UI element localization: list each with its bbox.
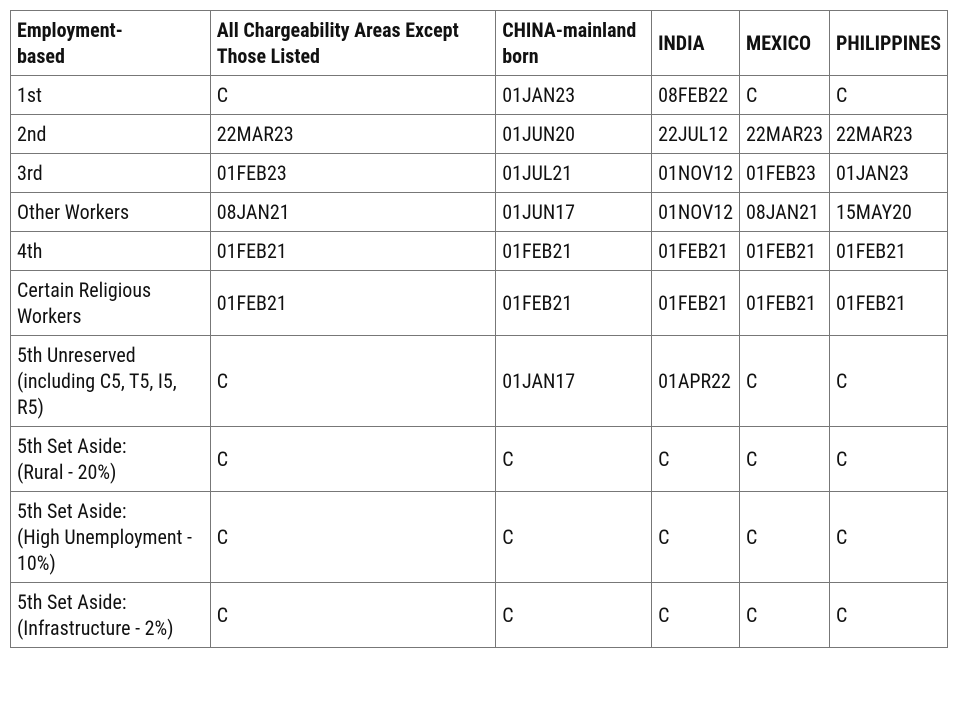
- cell-all: 01FEB21: [210, 232, 496, 271]
- cell-philippines: 15MAY20: [829, 193, 947, 232]
- table-row: 1st C 01JAN23 08FEB22 C C: [11, 76, 948, 115]
- cell-china: 01JUN20: [496, 115, 652, 154]
- cell-philippines: 01JAN23: [829, 154, 947, 193]
- col-header-india: INDIA: [652, 11, 740, 76]
- cell-india: 01FEB21: [652, 271, 740, 336]
- cell-philippines: 01FEB21: [829, 232, 947, 271]
- cell-china: 01JAN23: [496, 76, 652, 115]
- col-header-philippines: PHILIPPINES: [829, 11, 947, 76]
- cell-india: 01NOV12: [652, 193, 740, 232]
- cell-all: C: [210, 492, 496, 583]
- cell-all: C: [210, 336, 496, 427]
- cell-philippines: C: [829, 583, 947, 648]
- cell-all: C: [210, 427, 496, 492]
- col-header-all-chargeability: All Chargeability Areas Except Those Lis…: [210, 11, 496, 76]
- cell-mexico: 01FEB21: [740, 232, 830, 271]
- cell-india: C: [652, 583, 740, 648]
- table-header-row: Employment- based All Chargeability Area…: [11, 11, 948, 76]
- cell-china: C: [496, 583, 652, 648]
- col-header-mexico: MEXICO: [740, 11, 830, 76]
- cell-china: 01JUL21: [496, 154, 652, 193]
- table-row: Other Workers 08JAN21 01JUN17 01NOV12 08…: [11, 193, 948, 232]
- cell-china: 01FEB21: [496, 232, 652, 271]
- cell-china: 01FEB21: [496, 271, 652, 336]
- table-row: 4th 01FEB21 01FEB21 01FEB21 01FEB21 01FE…: [11, 232, 948, 271]
- cell-philippines: C: [829, 492, 947, 583]
- cell-all: 08JAN21: [210, 193, 496, 232]
- table-row: 5th Unreserved (including C5, T5, I5, R5…: [11, 336, 948, 427]
- row-category: 1st: [11, 76, 211, 115]
- visa-bulletin-table: Employment- based All Chargeability Area…: [10, 10, 948, 648]
- table-row: 2nd 22MAR23 01JUN20 22JUL12 22MAR23 22MA…: [11, 115, 948, 154]
- cell-mexico: C: [740, 492, 830, 583]
- cell-all: 01FEB21: [210, 271, 496, 336]
- cell-mexico: C: [740, 427, 830, 492]
- cell-philippines: C: [829, 76, 947, 115]
- table-row: Certain Religious Workers 01FEB21 01FEB2…: [11, 271, 948, 336]
- row-category: Other Workers: [11, 193, 211, 232]
- cell-mexico: 01FEB21: [740, 271, 830, 336]
- table-row: 5th Set Aside: (Infrastructure - 2%) C C…: [11, 583, 948, 648]
- cell-china: 01JAN17: [496, 336, 652, 427]
- table-row: 5th Set Aside: (High Unemployment - 10%)…: [11, 492, 948, 583]
- cell-mexico: C: [740, 76, 830, 115]
- cell-all: 22MAR23: [210, 115, 496, 154]
- cell-india: 22JUL12: [652, 115, 740, 154]
- row-category: 5th Set Aside: (Infrastructure - 2%): [11, 583, 211, 648]
- cell-india: 01APR22: [652, 336, 740, 427]
- cell-china: C: [496, 492, 652, 583]
- row-category: 5th Unreserved (including C5, T5, I5, R5…: [11, 336, 211, 427]
- cell-all: C: [210, 583, 496, 648]
- cell-india: 01NOV12: [652, 154, 740, 193]
- row-category: 2nd: [11, 115, 211, 154]
- cell-philippines: C: [829, 427, 947, 492]
- cell-india: 08FEB22: [652, 76, 740, 115]
- row-category: 4th: [11, 232, 211, 271]
- table-row: 3rd 01FEB23 01JUL21 01NOV12 01FEB23 01JA…: [11, 154, 948, 193]
- row-category: 3rd: [11, 154, 211, 193]
- cell-philippines: 01FEB21: [829, 271, 947, 336]
- row-category: 5th Set Aside: (Rural - 20%): [11, 427, 211, 492]
- cell-all: C: [210, 76, 496, 115]
- cell-china: C: [496, 427, 652, 492]
- table-body: 1st C 01JAN23 08FEB22 C C 2nd 22MAR23 01…: [11, 76, 948, 648]
- col-header-china: CHINA-mainland born: [496, 11, 652, 76]
- table-row: 5th Set Aside: (Rural - 20%) C C C C C: [11, 427, 948, 492]
- cell-china: 01JUN17: [496, 193, 652, 232]
- cell-india: C: [652, 427, 740, 492]
- row-category: Certain Religious Workers: [11, 271, 211, 336]
- cell-india: 01FEB21: [652, 232, 740, 271]
- cell-mexico: 08JAN21: [740, 193, 830, 232]
- cell-india: C: [652, 492, 740, 583]
- cell-mexico: C: [740, 583, 830, 648]
- cell-philippines: C: [829, 336, 947, 427]
- cell-mexico: C: [740, 336, 830, 427]
- cell-philippines: 22MAR23: [829, 115, 947, 154]
- col-header-employment-based: Employment- based: [11, 11, 211, 76]
- cell-mexico: 01FEB23: [740, 154, 830, 193]
- row-category: 5th Set Aside: (High Unemployment - 10%): [11, 492, 211, 583]
- cell-mexico: 22MAR23: [740, 115, 830, 154]
- cell-all: 01FEB23: [210, 154, 496, 193]
